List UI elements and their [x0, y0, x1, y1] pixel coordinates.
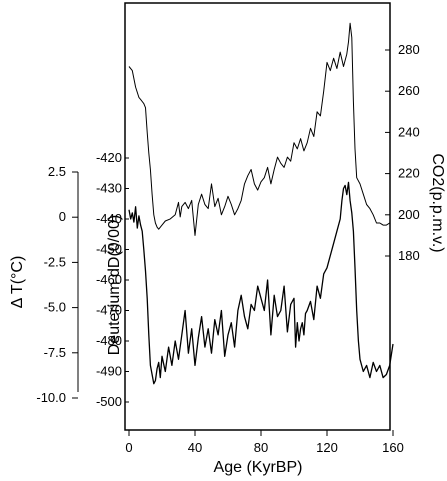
co2-tick-label: 260	[398, 83, 420, 98]
co2-tick-label: 280	[398, 42, 420, 57]
co2-tick-label: 180	[398, 248, 420, 263]
plot-frame	[124, 2, 391, 431]
temperature-tick-label: -7.5	[44, 345, 66, 360]
co2-tick-label: 220	[398, 166, 420, 181]
temperature-tick-label: 2.5	[48, 164, 66, 179]
temperature-tick-label: 0	[59, 209, 66, 224]
deuterium-tick-label: -440	[96, 211, 122, 226]
deuterium-tick-label: -450	[96, 242, 122, 257]
deuterium-tick-label: -500	[96, 394, 122, 409]
deuterium-series-line	[128, 181, 394, 385]
deuterium-tick-label: -490	[96, 364, 122, 379]
temperature-axis: 2.5 0 -2.5 -5.0 -7.5 -10.0	[36, 164, 78, 405]
co2-axis: 280 260 240 220 200 180	[385, 42, 420, 263]
deuterium-tick-label: -460	[96, 272, 122, 287]
temperature-axis-title: Δ T(°C)	[9, 256, 26, 309]
age-tick-label: 40	[188, 440, 202, 455]
deuterium-tick-label: -430	[96, 181, 122, 196]
age-tick-label: 80	[254, 440, 268, 455]
temperature-tick-label: -10.0	[36, 390, 66, 405]
deuterium-tick-label: -480	[96, 333, 122, 348]
age-tick-label: 120	[316, 440, 338, 455]
deuterium-tick-label: -470	[96, 303, 122, 318]
co2-axis-title: CO2(p.p.m.v.)	[429, 153, 446, 252]
age-axis-title: Age (KyrBP)	[214, 459, 303, 476]
deuterium-tick-label: -420	[96, 150, 122, 165]
temperature-tick-label: -2.5	[44, 254, 66, 269]
series-layer	[128, 22, 394, 385]
age-tick-label: 160	[382, 440, 404, 455]
co2-tick-label: 240	[398, 124, 420, 139]
co2-series-line	[128, 22, 390, 236]
deuterium-axis: -420 -430 -440 -450 -460 -470 -480 -490 -500	[96, 150, 129, 409]
co2-tick-label: 200	[398, 207, 420, 222]
age-axis: 0 40 80 120 160	[125, 430, 404, 455]
deuterium-axis-title: Deuterium dD(0/00)	[106, 215, 123, 356]
age-tick-label: 0	[125, 440, 132, 455]
temperature-tick-label: -5.0	[44, 300, 66, 315]
